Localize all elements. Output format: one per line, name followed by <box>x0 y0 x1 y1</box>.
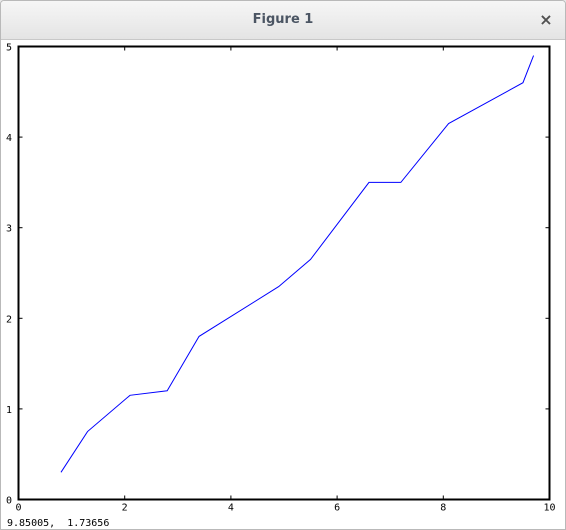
line-chart[interactable]: 0 2 4 6 8 10 0 1 2 3 4 5 <box>1 40 565 517</box>
x-axis-ticks: 0 2 4 6 8 10 <box>15 47 555 514</box>
y-tick-label: 0 <box>6 496 12 507</box>
x-tick-label: 2 <box>122 503 128 514</box>
axes-frame <box>19 47 550 500</box>
series-group <box>61 56 534 473</box>
x-tick-label: 4 <box>228 503 234 514</box>
x-tick-label: 8 <box>440 503 446 514</box>
y-tick-label: 1 <box>6 405 12 416</box>
x-tick-label: 0 <box>15 503 21 514</box>
y-tick-label: 5 <box>6 43 12 54</box>
x-tick-label: 10 <box>543 503 555 514</box>
y-tick-label: 2 <box>6 314 12 325</box>
x-tick-label: 6 <box>334 503 340 514</box>
series-line <box>61 56 534 473</box>
plot-area[interactable]: 0 2 4 6 8 10 0 1 2 3 4 5 <box>1 40 565 517</box>
y-tick-label: 3 <box>6 224 12 235</box>
title-bar[interactable]: Figure 1 × <box>1 1 565 40</box>
status-bar: 9.85005, 1.73656 <box>1 517 565 530</box>
window-title: Figure 1 <box>1 1 565 39</box>
y-tick-label: 4 <box>6 133 12 144</box>
cursor-coordinates: 9.85005, 1.73656 <box>7 517 109 530</box>
close-icon[interactable]: × <box>535 9 557 31</box>
y-axis-ticks: 0 1 2 3 4 5 <box>6 43 550 507</box>
